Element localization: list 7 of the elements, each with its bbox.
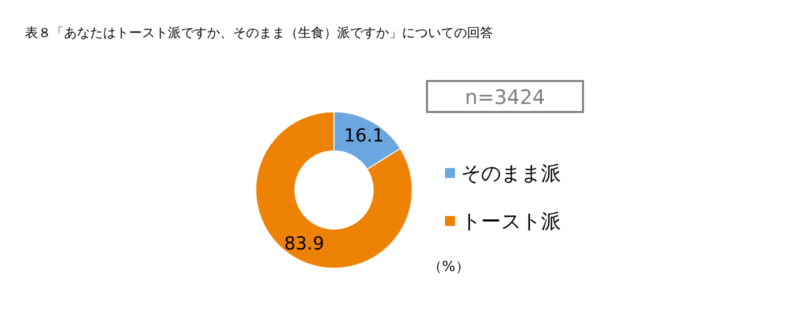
data-label: 16.1 <box>344 126 384 147</box>
chart-title: 表８「あなたはトースト派ですか、そのまま（生食）派ですか」についての回答 <box>25 26 493 41</box>
text-box: n=3424 <box>426 80 584 113</box>
legend-label: トースト派 <box>461 209 561 233</box>
data-label: 83.9 <box>284 233 324 254</box>
text: （%） <box>428 258 470 276</box>
legend-label: そのまま派 <box>461 161 561 185</box>
